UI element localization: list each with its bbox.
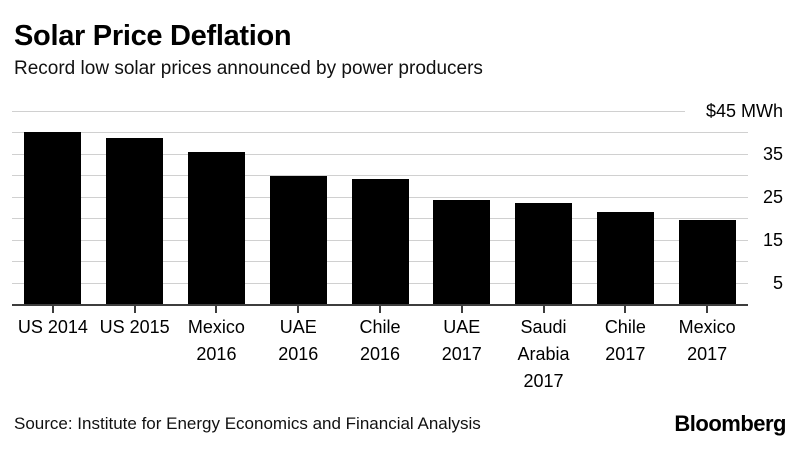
x-axis-label-4: UAE 2016 [278,317,319,364]
source-text: Source: Institute for Energy Economics a… [14,414,481,433]
y-axis-label-15: 15 [762,229,783,250]
x-tick-6 [460,306,463,313]
x-tick-5 [379,306,381,313]
y-axis-label-25: 25 [762,186,783,207]
x-tick-9 [706,306,709,313]
page-subtitle: Record low solar prices announced by pow… [14,58,483,79]
x-tick-3 [215,306,218,313]
bar-2 [106,138,164,304]
gridline-30 [12,175,748,177]
plot-area [12,111,748,306]
x-tick-4 [297,306,300,313]
y-axis-label-35: 35 [762,143,783,164]
x-axis-label-6: UAE 2017 [441,317,482,364]
x-axis-label-5: Chile 2016 [359,317,401,364]
x-axis-label-9: Mexico 2017 [678,317,736,364]
bar-3 [187,151,245,304]
bar-5 [351,179,409,304]
y-axis-label-45: $45 MWh [705,101,783,121]
bar-8 [596,211,654,304]
bar-9 [678,219,736,304]
gridline-45 [12,111,685,112]
gridline-40 [12,132,748,134]
gridline-35 [12,153,748,155]
x-axis-label-2: US 2015 [99,317,170,337]
page-title: Solar Price Deflation [14,20,292,52]
x-tick-8 [624,306,627,313]
x-axis-label-7: Saudi Arabia 2017 [517,317,570,391]
x-axis-label-8: Chile 2017 [604,317,646,364]
bar-4 [269,175,327,304]
y-axis-label-5: 5 [772,272,783,293]
x-tick-2 [133,306,136,313]
bloomberg-logo: Bloomberg [674,411,786,436]
x-tick-1 [51,306,54,313]
x-axis-label-3: Mexico 2016 [187,317,245,364]
bar-1 [24,132,82,304]
bar-6 [433,200,491,304]
x-tick-7 [542,306,545,313]
x-axis-label-1: US 2014 [17,317,88,337]
bar-7 [515,202,573,304]
